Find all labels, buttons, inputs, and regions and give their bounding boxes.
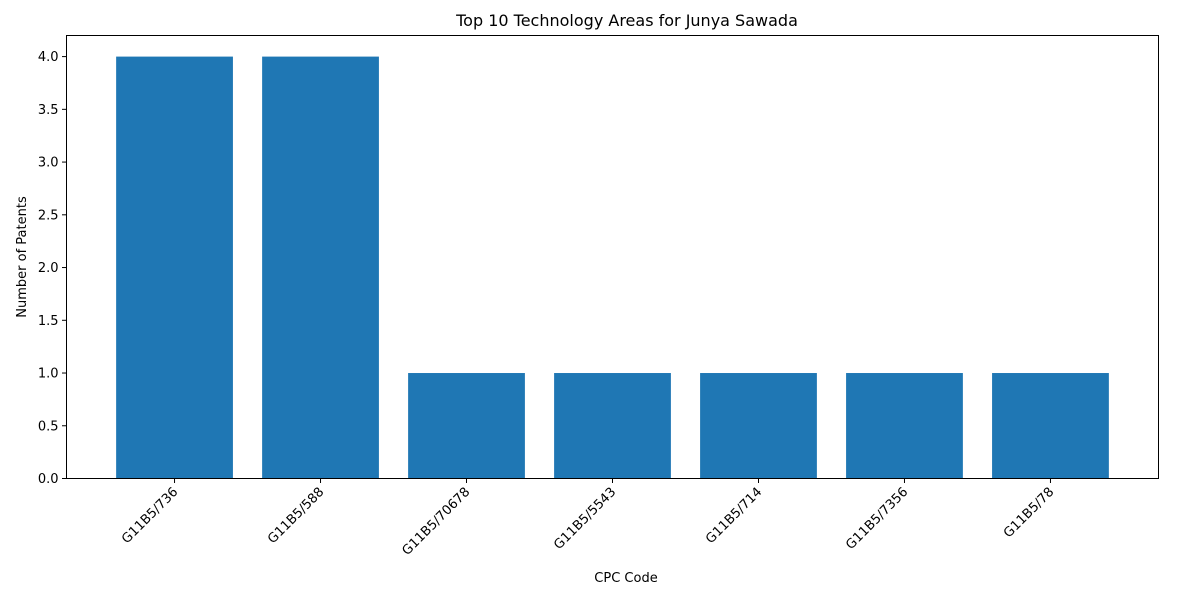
x-tick-label: G11B5/7356 (843, 485, 911, 553)
x-tick-label: G11B5/714 (703, 485, 765, 547)
x-tick-label: G11B5/736 (119, 485, 181, 547)
y-tick-label: 3.5 (38, 103, 59, 118)
x-tick-label: G11B5/5543 (551, 485, 619, 553)
y-axis-label: Number of Patents (15, 196, 30, 318)
y-tick-label: 0.0 (38, 472, 59, 487)
y-tick-label: 4.0 (38, 50, 59, 65)
y-tick-label: 0.5 (38, 419, 59, 434)
y-tick-label: 3.0 (38, 156, 59, 171)
y-tick-label: 2.0 (38, 261, 59, 276)
bar-2 (262, 57, 379, 479)
x-tick-label: G11B5/78 (1001, 485, 1057, 541)
bar-1 (116, 57, 233, 479)
bar-6 (846, 373, 963, 478)
bar-5 (700, 373, 817, 478)
bar-4 (554, 373, 671, 478)
bar-3 (408, 373, 525, 478)
x-axis-label: CPC Code (594, 571, 657, 586)
y-tick-label: 1.5 (38, 314, 59, 329)
x-tick-label: G11B5/70678 (399, 485, 473, 559)
y-axis: 0.0 0.5 1.0 1.5 2.0 2.5 3.0 3.5 4.0 (38, 50, 67, 487)
y-tick-label: 2.5 (38, 208, 59, 223)
y-tick-label: 1.0 (38, 367, 59, 382)
bars-group (116, 57, 1109, 479)
x-axis: G11B5/736 G11B5/588 G11B5/70678 G11B5/5543 G… (119, 479, 1057, 559)
chart-title: Top 10 Technology Areas for Junya Sawada (455, 11, 798, 30)
x-tick-label: G11B5/588 (265, 485, 327, 547)
bar-7 (992, 373, 1109, 478)
